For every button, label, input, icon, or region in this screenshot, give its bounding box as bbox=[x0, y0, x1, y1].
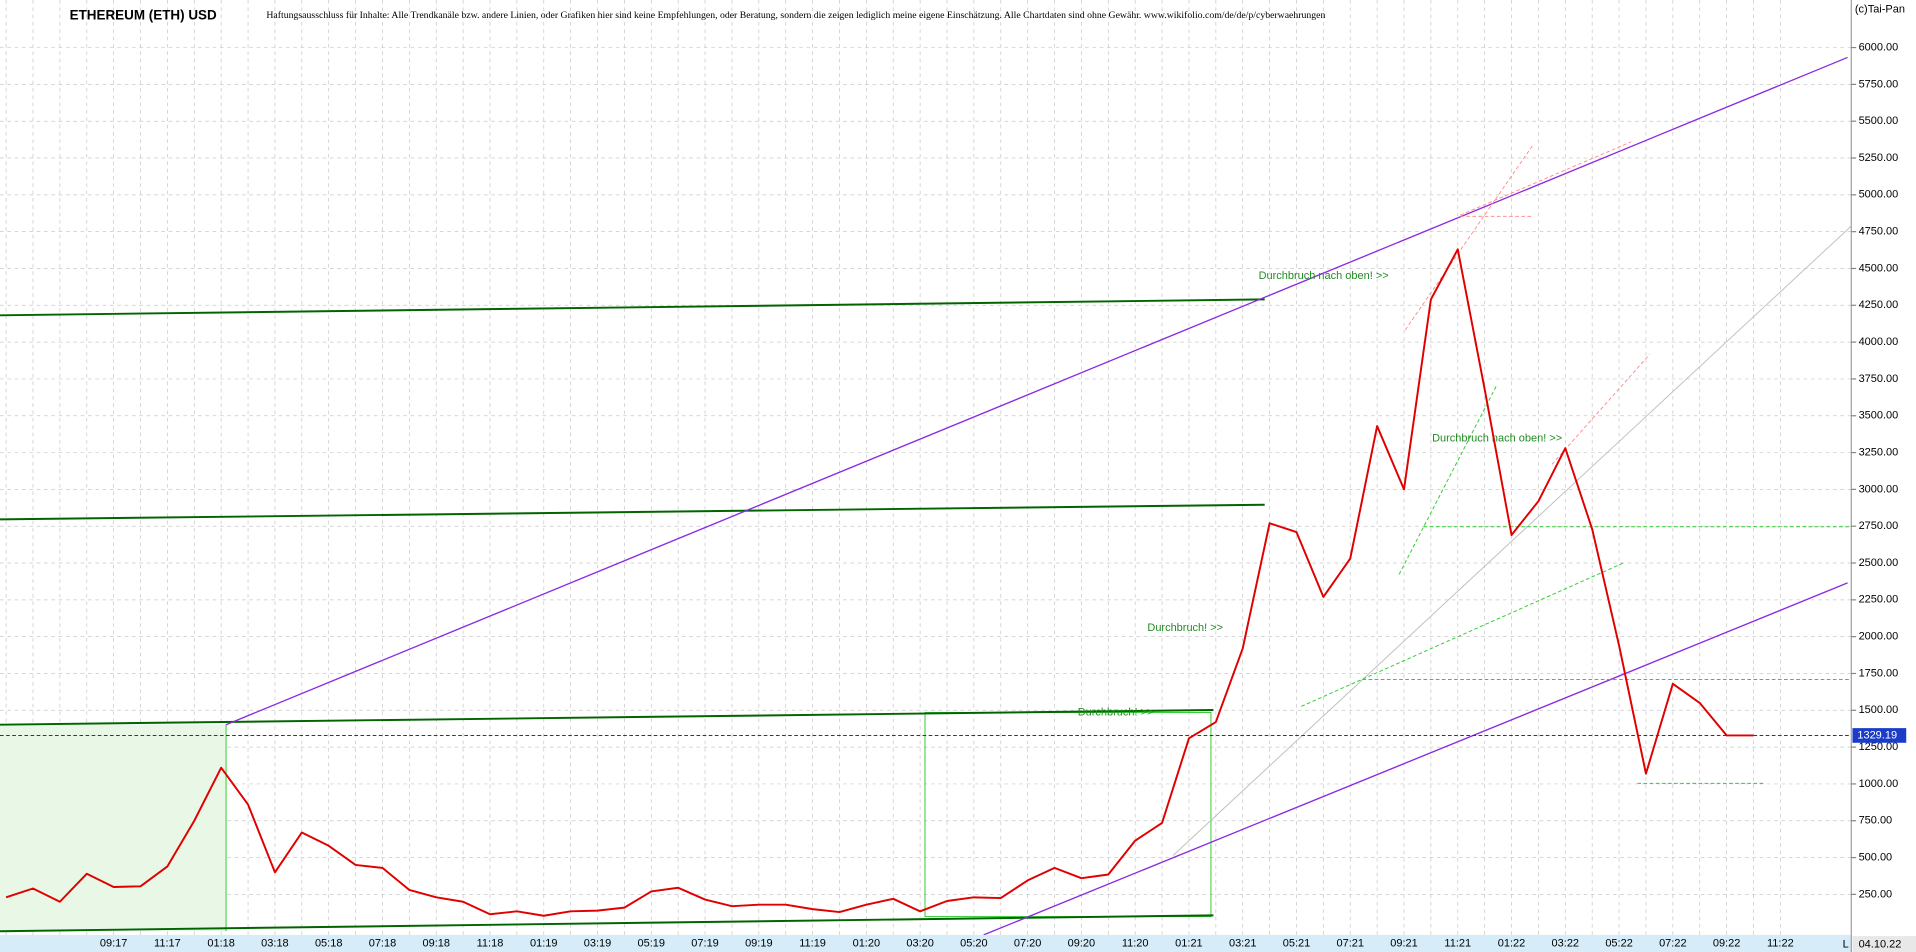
y-tick-label: 4000.00 bbox=[1859, 336, 1899, 348]
x-tick-label: 03:19 bbox=[584, 937, 611, 949]
x-tick-label: 03:20 bbox=[906, 937, 933, 949]
current-price-label: 1329.19 bbox=[1857, 729, 1897, 741]
y-tick-label: 4750.00 bbox=[1859, 226, 1899, 238]
x-tick-label: 07:22 bbox=[1659, 937, 1686, 949]
y-tick-label: 5750.00 bbox=[1859, 78, 1899, 90]
x-tick-label: 05:19 bbox=[638, 937, 665, 949]
y-tick-label: 3750.00 bbox=[1859, 373, 1899, 385]
annotation: Durchbruch nach oben! >> bbox=[1432, 433, 1562, 445]
annotation: Durchbruch! >> bbox=[1147, 622, 1223, 634]
x-tick-label: 05:18 bbox=[315, 937, 342, 949]
y-tick-label: 1750.00 bbox=[1859, 667, 1899, 679]
x-tick-label: 01:21 bbox=[1175, 937, 1202, 949]
price-box bbox=[1852, 728, 1907, 743]
y-tick-label: 250.00 bbox=[1859, 888, 1893, 900]
y-tick-label: 2500.00 bbox=[1859, 557, 1899, 569]
x-tick-label: 03:18 bbox=[261, 937, 288, 949]
x-tick-label: 11:17 bbox=[154, 937, 181, 949]
x-tick-label: 11:20 bbox=[1122, 937, 1149, 949]
x-tick-label: 09:20 bbox=[1068, 937, 1095, 949]
y-tick-label: 4250.00 bbox=[1859, 299, 1899, 311]
grid bbox=[0, 0, 1852, 935]
x-tick-label: 01:20 bbox=[853, 937, 880, 949]
y-tick-label: 4500.00 bbox=[1859, 262, 1899, 274]
disclaimer: Haftungsausschluss für Inhalte: Alle Tre… bbox=[266, 10, 1325, 21]
y-tick-label: 5000.00 bbox=[1859, 189, 1899, 201]
y-tick-label: 1000.00 bbox=[1859, 778, 1899, 790]
x-tick-label: 01:22 bbox=[1498, 937, 1525, 949]
y-tick-label: 3000.00 bbox=[1859, 483, 1899, 495]
y-tick-label: 5500.00 bbox=[1859, 115, 1899, 127]
trend-lines-green bbox=[0, 298, 1265, 933]
y-tick-label: 3250.00 bbox=[1859, 446, 1899, 458]
y-tick-label: 6000.00 bbox=[1859, 41, 1899, 53]
resistance-lines bbox=[1404, 141, 1650, 465]
x-tick-label: 09:19 bbox=[745, 937, 772, 949]
y-tick-label: 3500.00 bbox=[1859, 410, 1899, 422]
x-tick-label: 07:21 bbox=[1336, 937, 1363, 949]
y-tick-label: 500.00 bbox=[1859, 851, 1893, 863]
x-tick-label: 05:21 bbox=[1283, 937, 1310, 949]
copyright: (c)Tai-Pan bbox=[1855, 4, 1905, 16]
x-tick-label: 07:20 bbox=[1014, 937, 1041, 949]
corner-label: L bbox=[1843, 939, 1849, 951]
x-tick-label: 07:19 bbox=[691, 937, 718, 949]
chart-title: ETHEREUM (ETH) USD bbox=[70, 7, 217, 22]
x-tick-label: 03:22 bbox=[1552, 937, 1579, 949]
x-tick-label: 01:19 bbox=[530, 937, 557, 949]
price-line bbox=[5, 248, 1754, 917]
y-tick-label: 750.00 bbox=[1859, 815, 1893, 827]
y-tick-label: 2750.00 bbox=[1859, 520, 1899, 532]
annotation: Durchbruch! >> bbox=[1078, 706, 1154, 718]
last-date: 04.10.22 bbox=[1859, 939, 1902, 951]
x-tick-label: 05:22 bbox=[1605, 937, 1632, 949]
y-tick-label: 5250.00 bbox=[1859, 152, 1899, 164]
y-tick-label: 1250.00 bbox=[1859, 741, 1899, 753]
trend-line-gray bbox=[1172, 225, 1852, 856]
support-lines bbox=[1301, 384, 1852, 784]
annotation: Durchbruch nach oben! >> bbox=[1259, 270, 1389, 282]
date-box bbox=[1852, 936, 1916, 952]
y-tick-label: 1500.00 bbox=[1859, 704, 1899, 716]
x-tick-label: 09:17 bbox=[100, 937, 127, 949]
y-tick-label: 2000.00 bbox=[1859, 631, 1899, 643]
x-tick-label: 07:18 bbox=[369, 937, 396, 949]
x-tick-label: 01:18 bbox=[207, 937, 234, 949]
x-tick-label: 09:22 bbox=[1713, 937, 1740, 949]
x-tick-label: 09:18 bbox=[422, 937, 449, 949]
x-tick-label: 05:20 bbox=[960, 937, 987, 949]
x-tick-label: 11:19 bbox=[799, 937, 826, 949]
x-tick-label: 11:18 bbox=[477, 937, 504, 949]
zone bbox=[0, 724, 227, 932]
x-tick-label: 09:21 bbox=[1390, 937, 1417, 949]
x-tick-label: 03:21 bbox=[1229, 937, 1256, 949]
x-tick-label: 11:22 bbox=[1767, 937, 1794, 949]
x-axis-band bbox=[0, 934, 1852, 952]
x-tick-label: 11:21 bbox=[1444, 937, 1471, 949]
trend-lines-purple bbox=[225, 56, 1848, 936]
y-tick-label: 2250.00 bbox=[1859, 594, 1899, 606]
